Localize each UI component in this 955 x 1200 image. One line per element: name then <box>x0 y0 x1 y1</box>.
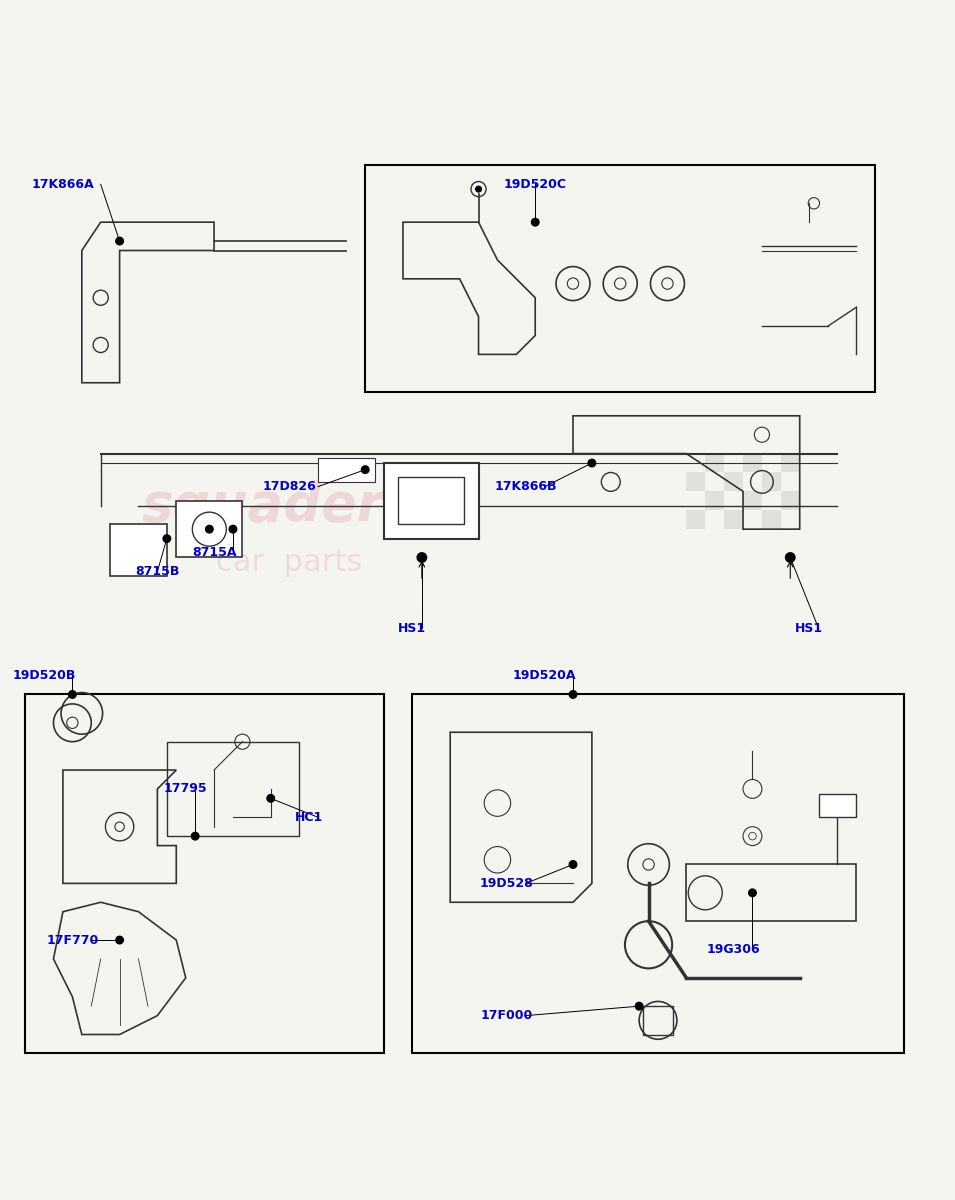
Bar <box>318 458 374 482</box>
Bar <box>781 454 799 473</box>
Bar <box>25 695 384 1054</box>
Bar <box>687 510 705 529</box>
Text: squaderia: squaderia <box>142 480 437 532</box>
Text: HS1: HS1 <box>398 622 427 635</box>
Text: 8715A: 8715A <box>192 546 236 559</box>
Text: 19D520B: 19D520B <box>12 670 75 682</box>
Circle shape <box>267 794 274 802</box>
Text: HS1: HS1 <box>796 622 823 635</box>
Text: 19D520C: 19D520C <box>503 178 566 191</box>
Bar <box>762 473 781 491</box>
Text: 17D826: 17D826 <box>263 480 316 493</box>
Text: 19D520A: 19D520A <box>513 670 577 682</box>
Text: 8715B: 8715B <box>136 565 180 578</box>
Bar <box>762 510 781 529</box>
Bar <box>110 524 167 576</box>
Circle shape <box>588 460 596 467</box>
Text: HC1: HC1 <box>294 811 323 823</box>
Bar <box>384 463 478 539</box>
Bar <box>743 491 762 510</box>
Circle shape <box>749 889 756 896</box>
Bar <box>413 695 903 1054</box>
Circle shape <box>569 860 577 869</box>
Circle shape <box>569 691 577 698</box>
Text: 19D528: 19D528 <box>480 877 534 890</box>
Circle shape <box>418 553 426 562</box>
Circle shape <box>361 466 369 474</box>
Bar <box>365 166 876 392</box>
Text: 17F000: 17F000 <box>480 1009 533 1022</box>
Circle shape <box>476 186 481 192</box>
Bar <box>724 510 743 529</box>
Text: 19G306: 19G306 <box>707 943 760 956</box>
Circle shape <box>417 553 427 563</box>
Bar <box>743 454 762 473</box>
Bar <box>705 491 724 510</box>
Bar <box>398 478 464 524</box>
Bar <box>781 491 799 510</box>
Circle shape <box>787 553 794 562</box>
Bar <box>724 473 743 491</box>
Circle shape <box>786 553 795 563</box>
Text: 17K866B: 17K866B <box>495 480 557 493</box>
Bar <box>705 454 724 473</box>
Text: 17795: 17795 <box>164 782 207 796</box>
Text: car  parts: car parts <box>217 547 363 577</box>
Circle shape <box>163 535 171 542</box>
Circle shape <box>116 936 123 944</box>
Bar <box>167 742 299 836</box>
Text: 17K866A: 17K866A <box>32 178 95 191</box>
Text: 17F770: 17F770 <box>46 934 98 947</box>
Circle shape <box>205 526 213 533</box>
Circle shape <box>229 526 237 533</box>
Bar <box>687 473 705 491</box>
Bar <box>818 793 857 817</box>
Circle shape <box>635 1002 643 1010</box>
Circle shape <box>531 218 539 226</box>
Bar <box>177 500 243 558</box>
Circle shape <box>191 833 199 840</box>
Circle shape <box>69 691 76 698</box>
Circle shape <box>116 238 123 245</box>
